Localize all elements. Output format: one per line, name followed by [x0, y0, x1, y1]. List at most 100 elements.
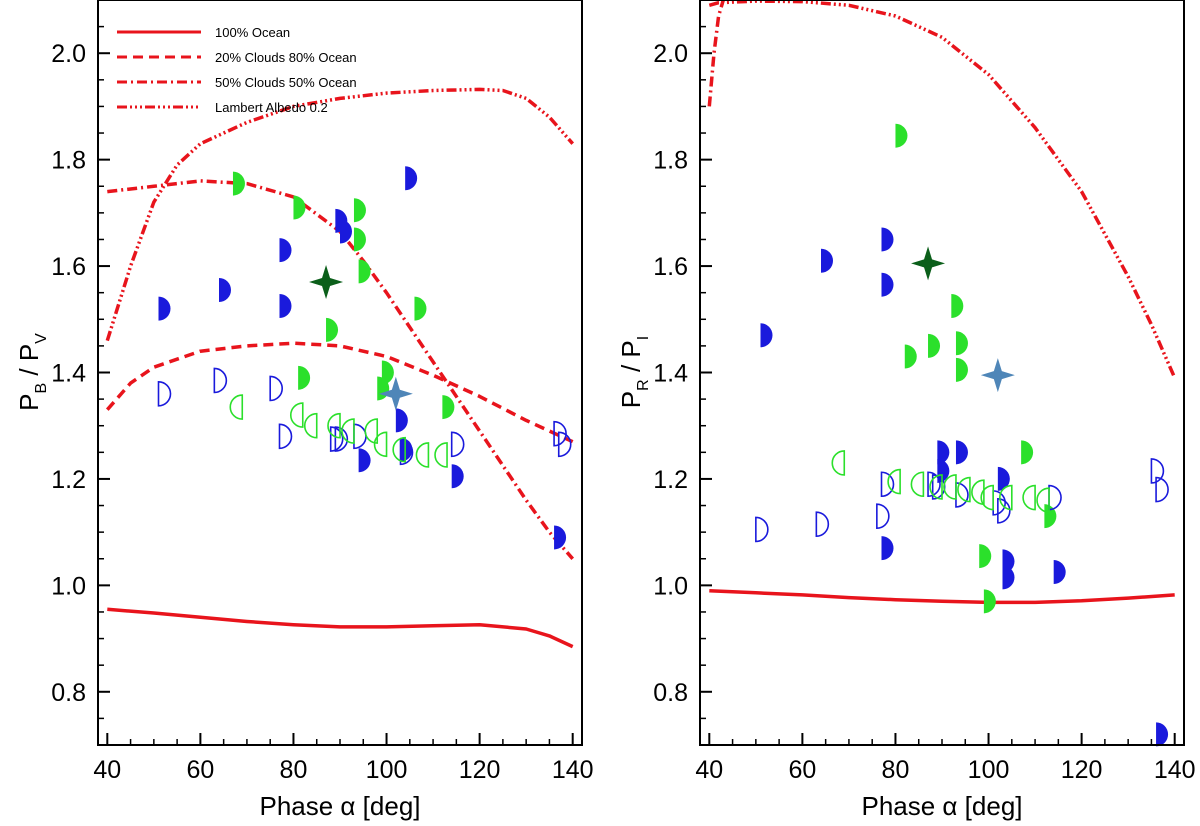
legend-label-lambert: Lambert Albedo 0.2 — [215, 100, 328, 115]
right-point-green-open — [971, 479, 985, 506]
left-point-blue-open — [213, 367, 228, 394]
right-point-blue-filled — [1002, 565, 1015, 590]
left-point-blue-open — [329, 426, 344, 452]
right-y-tick-label: 2.0 — [653, 40, 688, 68]
left-y-tick-label: 1.2 — [51, 466, 86, 494]
left-point-blue-open — [278, 423, 293, 450]
right-x-tick-label: 120 — [1061, 756, 1103, 784]
right-point-green-filled — [1044, 504, 1057, 529]
left-point-blue-filled — [554, 525, 567, 550]
left-point-green-filled — [414, 296, 427, 321]
left-ylabel-sub-v: V — [33, 333, 50, 344]
left-y-tick-label: 0.8 — [51, 679, 86, 707]
right-ylabel-main: P — [616, 391, 646, 408]
left-x-tick-label: 80 — [280, 756, 308, 784]
left-panel: 40 60 80 100 120 140 0.8 1.0 1.2 1.4 1.6 1.8 2.0 100… — [14, 0, 594, 821]
right-point-green-filled — [904, 344, 917, 369]
right-point-green-filled — [955, 331, 968, 356]
left-point-steel-blue-star — [378, 376, 413, 411]
left-y-tick-label: 1.0 — [51, 572, 86, 600]
left-x-tick-label: 40 — [93, 756, 121, 784]
right-y-tick-label: 1.4 — [653, 360, 688, 388]
left-point-blue-filled — [279, 293, 292, 318]
right-x-tick-label: 40 — [695, 756, 723, 784]
right-point-green-open — [887, 468, 901, 495]
left-point-green-open — [373, 431, 388, 458]
right-y-tick-label: 1.2 — [653, 466, 688, 494]
legend-label-50clouds: 50% Clouds 50% Ocean — [215, 75, 357, 90]
right-point-green-filled — [928, 333, 941, 358]
right-point-green-filled — [955, 357, 968, 382]
left-point-green-open — [415, 442, 430, 468]
left-point-green-filled — [293, 195, 306, 220]
right-point-blue-open — [927, 471, 941, 498]
right-point-steel-blue-star — [980, 358, 1015, 393]
left-point-blue-open — [353, 423, 367, 450]
right-y-axis-label: PR / PI — [616, 336, 652, 408]
left-point-green-filled — [353, 227, 366, 252]
right-ylabel-sub-r: R — [635, 379, 652, 391]
right-point-blue-filled — [760, 323, 773, 348]
left-point-green-filled — [353, 198, 366, 223]
left-model-line-dashed — [105, 341, 574, 444]
left-point-blue-filled — [358, 448, 371, 473]
left-point-blue-filled — [158, 296, 171, 321]
left-point-dark-green-star — [309, 265, 344, 300]
left-model-line-dashdotdotdot — [105, 87, 575, 342]
legend-label-ocean: 100% Ocean — [215, 25, 290, 40]
right-point-green-open — [999, 484, 1013, 511]
right-plot-frame — [699, 0, 1185, 746]
right-y-tick-label: 1.0 — [653, 572, 688, 600]
right-point-blue-open — [876, 503, 890, 529]
left-point-green-open — [289, 402, 304, 428]
right-y-tick-label: 1.8 — [653, 147, 688, 175]
left-point-green-open — [327, 412, 341, 439]
right-point-blue-filled — [955, 440, 968, 465]
left-point-blue-filled — [340, 219, 352, 244]
left-plot-frame — [97, 0, 583, 746]
left-point-blue-open — [557, 431, 572, 458]
left-point-green-filled — [442, 395, 455, 420]
right-point-green-open — [1036, 487, 1050, 514]
right-point-green-open — [957, 476, 971, 503]
left-y-tick-label: 1.8 — [51, 147, 86, 175]
right-point-blue-filled — [1156, 722, 1169, 747]
left-point-blue-open — [450, 431, 465, 458]
left-point-green-open — [434, 442, 448, 468]
right-ylabel-sep: / P — [616, 340, 646, 379]
left-point-green-open — [229, 394, 244, 420]
right-x-tick-label: 60 — [788, 756, 816, 784]
left-x-tick-label: 120 — [459, 756, 501, 784]
left-point-green-open — [341, 418, 355, 444]
right-point-blue-open — [997, 498, 1011, 524]
legend: 100% Ocean 20% Clouds 80% Ocean 50% Clou… — [117, 25, 357, 115]
right-point-blue-filled — [881, 272, 894, 297]
left-point-blue-open — [157, 380, 172, 407]
left-point-blue-filled — [219, 278, 231, 303]
left-y-tick-label: 1.4 — [51, 360, 86, 388]
right-x-tick-label: 100 — [968, 756, 1010, 784]
left-point-blue-open — [269, 375, 283, 402]
right-point-blue-filled — [937, 440, 950, 465]
right-point-blue-open — [880, 471, 895, 498]
left-x-tick-label: 60 — [186, 756, 214, 784]
right-point-green-filled — [983, 589, 996, 614]
right-point-blue-filled — [1053, 560, 1066, 585]
right-point-green-filled — [1021, 440, 1034, 465]
right-point-green-open — [929, 474, 943, 500]
left-y-axis-label: PB / PV — [14, 333, 50, 411]
left-x-tick-label: 140 — [552, 756, 594, 784]
right-point-blue-filled — [881, 227, 894, 252]
right-point-green-open — [1022, 484, 1036, 511]
right-point-blue-filled — [881, 536, 894, 561]
right-point-blue-open — [1048, 484, 1062, 511]
left-point-green-filled — [381, 360, 394, 385]
right-x-tick-label: 80 — [882, 756, 910, 784]
right-y-tick-label: 0.8 — [653, 679, 688, 707]
right-y-tick-label: 1.6 — [653, 253, 688, 281]
left-x-axis-label: Phase α [deg] — [259, 791, 420, 821]
right-ylabel-sub-i: I — [635, 336, 652, 340]
legend-label-20clouds: 20% Clouds 80% Ocean — [215, 50, 357, 65]
left-ylabel-sep: / P — [14, 344, 44, 383]
right-point-blue-filled — [997, 466, 1010, 491]
